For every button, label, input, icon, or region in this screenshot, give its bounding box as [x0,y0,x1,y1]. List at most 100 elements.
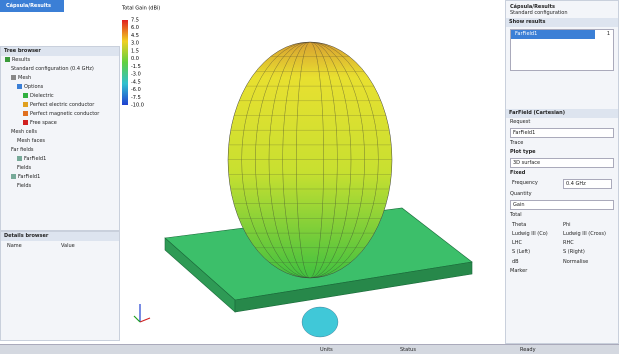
tree-icon [11,75,16,80]
tree-icon [23,102,28,107]
results-item[interactable]: FarField1 [511,30,595,39]
colorbar-tick-label: 1.5 [131,48,139,54]
tree-label: Fields [17,183,32,189]
request-dropdown[interactable]: FarField1 [510,128,614,138]
results-list: FarField1 1 [510,29,614,71]
tree-label: Standard configuration (0.4 GHz) [11,66,94,72]
component-option: RHC [563,240,574,246]
mesh-line [241,42,379,278]
db-option[interactable]: dB [512,259,519,265]
tree-item[interactable]: Mesh [1,74,119,83]
tree-panel: Tree browser Results Standard configurati… [0,46,120,231]
colorbar-tick-label: -4.5 [131,79,141,85]
tree-label: Mesh faces [17,138,46,144]
results-title: Cápsula/Results [510,4,555,10]
section-header: FarField (Cartesian) [506,109,618,118]
tree-item[interactable]: Fields [1,182,119,191]
colorbar-tick-label: 4.5 [131,33,139,39]
component-option: Ludwig III (Cross) [563,231,606,237]
top-tab[interactable]: Cápsula/Results [0,0,64,12]
tree-item[interactable]: Perfect electric conductor [1,101,119,110]
details-panel: Details browser Name Value [0,231,120,341]
components: Theta Phi Ludwig III (Co) Ludwig III (Cross… [506,220,618,257]
colorbar [122,20,128,105]
request-header[interactable]: Request [510,119,531,125]
tree-item[interactable]: Mesh cells [1,128,119,137]
colorbar-tick-label: -6.0 [131,87,141,93]
trace-header[interactable]: Trace [510,140,524,146]
colorbar-tick-label: -1.5 [131,64,141,70]
tree-label: Perfect magnetic conductor [30,111,100,117]
tree-item[interactable]: Free space [1,119,119,128]
axes-triad [133,304,151,323]
colorbar-tick-label: 6.0 [131,25,139,31]
tree-item[interactable]: Mesh faces [1,137,119,146]
tree-label: Mesh cells [11,129,37,135]
tree-label: Mesh [18,75,32,81]
colorbar-tick-label: -3.0 [131,72,141,78]
tree-item[interactable]: FarField1 [1,155,119,164]
marker-header[interactable]: Marker [510,268,528,274]
tree-icon [17,156,22,161]
component-option: LHC [512,240,523,246]
tree-label: Options [24,84,44,90]
tree-label: Far fields [11,147,34,153]
tree-item[interactable]: Far fields [1,146,119,155]
tree-item[interactable]: Options [1,83,119,92]
ground-plane-front [234,261,473,313]
mesh-line [282,42,338,278]
component-option: Ludwig III (Co) [512,231,548,237]
total-option[interactable]: Total [510,212,522,218]
tree-label: Results [12,57,31,63]
main-lobe [227,41,393,279]
tree-icon [11,174,16,179]
tree-item[interactable]: Perfect magnetic conductor [1,110,119,119]
frequency-dropdown[interactable]: 0.4 GHz [563,179,612,189]
colorbar-title: Total Gain (dBi) [121,6,160,12]
tree-item[interactable]: Fields [1,164,119,173]
tree-item[interactable]: Standard configuration (0.4 GHz) [1,65,119,74]
normalise-option[interactable]: Normalise [563,259,589,265]
status-state: Status [400,347,416,353]
tree-label: Fields [17,165,32,171]
right-panel: Cápsula/Results Standard configuration S… [505,0,619,344]
tree-header: Tree browser [1,47,119,56]
frequency-label: Frequency [512,180,538,186]
tree-label: FarField1 [24,156,47,162]
fixed-label: Fixed [510,170,526,176]
back-lobe [301,306,339,338]
mesh-line [268,42,352,278]
quantity-header[interactable]: Quantity [510,191,532,197]
tree-icon [23,111,28,116]
component-option: S (Right) [563,249,585,255]
tree-item[interactable]: FarField1 [1,173,119,182]
column-value: Value [61,243,75,249]
tree-icon [17,84,22,89]
tree: Results Standard configuration (0.4 GHz) M… [1,56,119,191]
status-units: Units [320,347,333,353]
tree-item[interactable]: Dielectric [1,92,119,101]
tree-label: FarField1 [18,174,41,180]
status-bar: Units Status Ready [0,344,619,354]
component-option: S (Left) [512,249,531,255]
colorbar-tick-label: 3.0 [131,41,139,47]
colorbar-tick-label: 0.0 [131,56,139,62]
details-header: Details browser [1,232,119,241]
tree-icon [5,57,10,62]
tree-icon [23,120,28,125]
mesh-line [296,42,324,278]
viewport: Total Gain (dBi) 7.56.0 4.5 3.01.5 0.0 -1.5 -… [121,6,473,338]
quantity-dropdown[interactable]: Gain [510,200,614,210]
plot-type-dropdown[interactable]: 3D surface [510,158,614,168]
show-results-header: Show results [506,18,618,27]
tree-icon [23,93,28,98]
tree-label: Perfect electric conductor [30,102,95,108]
colorbar-tick-label: 7.5 [131,18,139,24]
column-name: Name [7,243,22,249]
results-count: 1 [606,31,610,37]
tree-item[interactable]: Results [1,56,119,65]
colorbar-tick-label: -10.0 [131,103,144,109]
results-subtitle: Standard configuration [510,10,568,16]
component-option: Theta [512,222,527,228]
